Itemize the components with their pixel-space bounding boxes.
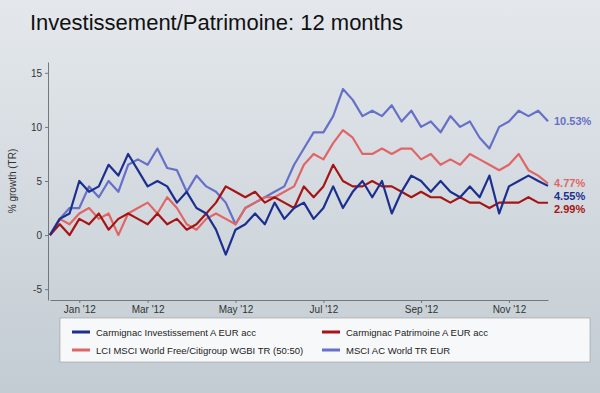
data-labels: 10.53% 4.77%4.55%2.99%: [554, 115, 592, 215]
y-tick-label: -5: [33, 284, 42, 295]
x-tick-mark: [421, 300, 422, 303]
legend-swatch: [322, 331, 340, 334]
series-line: [50, 165, 548, 235]
x-tick-label: Mar '12: [132, 304, 165, 315]
y-tick: 5: [36, 176, 48, 187]
background: [0, 0, 600, 393]
y-tick: 0: [36, 230, 48, 241]
legend-swatch: [72, 331, 90, 334]
x-tick-mark: [509, 300, 510, 303]
y-axis-line: [48, 63, 49, 301]
y-axis-title: % growth (TR): [7, 149, 18, 213]
legend-label: Carmignac Patrimoine A EUR acc: [346, 327, 488, 338]
x-tick-mark: [79, 300, 80, 303]
y-tick-label: 15: [31, 68, 43, 79]
x-tick-mark: [236, 300, 237, 303]
x-tick: May '12: [219, 300, 254, 315]
x-axis-line: [51, 300, 549, 301]
y-axis: -5 0 5 10 15: [31, 63, 49, 301]
x-tick-label: Jan '12: [64, 304, 96, 315]
x-tick-label: Jul '12: [310, 304, 339, 315]
y-tick-label: 10: [31, 122, 43, 133]
legend-box: [60, 318, 590, 362]
y-tick-mark: [45, 127, 48, 128]
x-tick-label: Sep '12: [405, 304, 439, 315]
x-tick: Mar '12: [132, 300, 165, 315]
legend-label: LCI MSCI World Free/Citigroup WGBI TR (5…: [96, 345, 303, 356]
x-tick-label: Nov '12: [493, 304, 527, 315]
data-label: 10.53%: [554, 115, 592, 127]
y-tick: -5: [33, 284, 48, 295]
x-tick: Nov '12: [493, 300, 527, 315]
y-tick: 15: [31, 68, 48, 79]
y-tick-mark: [45, 73, 48, 74]
x-tick-mark: [323, 300, 324, 303]
x-tick-mark: [148, 300, 149, 303]
series-line: [50, 130, 548, 235]
y-tick-label: 0: [36, 230, 42, 241]
x-tick: Sep '12: [405, 300, 439, 315]
data-label: 2.99%: [554, 203, 585, 215]
chart: Investissement/Patrimoine: 12 months -5 0 5…: [0, 0, 600, 393]
x-tick-label: May '12: [219, 304, 254, 315]
x-tick: Jan '12: [64, 300, 96, 315]
y-tick-mark: [45, 181, 48, 182]
y-tick-mark: [45, 289, 48, 290]
x-tick: Jul '12: [310, 300, 339, 315]
data-label: 4.55%: [554, 190, 585, 202]
title: Investissement/Patrimoine: 12 months: [30, 10, 403, 35]
x-axis: Jan '12 Mar '12 May '12 Jul '12 Sep '12 Nov '…: [51, 300, 549, 315]
legend-swatch: [322, 349, 340, 352]
series-line: [50, 154, 548, 255]
y-tick: 10: [31, 122, 48, 133]
legend: Carmignac Investissement A EUR acc Carmig…: [60, 318, 590, 362]
legend-swatch: [72, 349, 90, 352]
legend-label: Carmignac Investissement A EUR acc: [96, 327, 256, 338]
y-tick-label: 5: [36, 176, 42, 187]
data-label: 4.77%: [554, 177, 585, 189]
plot-area: [50, 89, 548, 255]
legend-label: MSCI AC World TR EUR: [346, 345, 450, 356]
y-tick-mark: [45, 235, 48, 236]
